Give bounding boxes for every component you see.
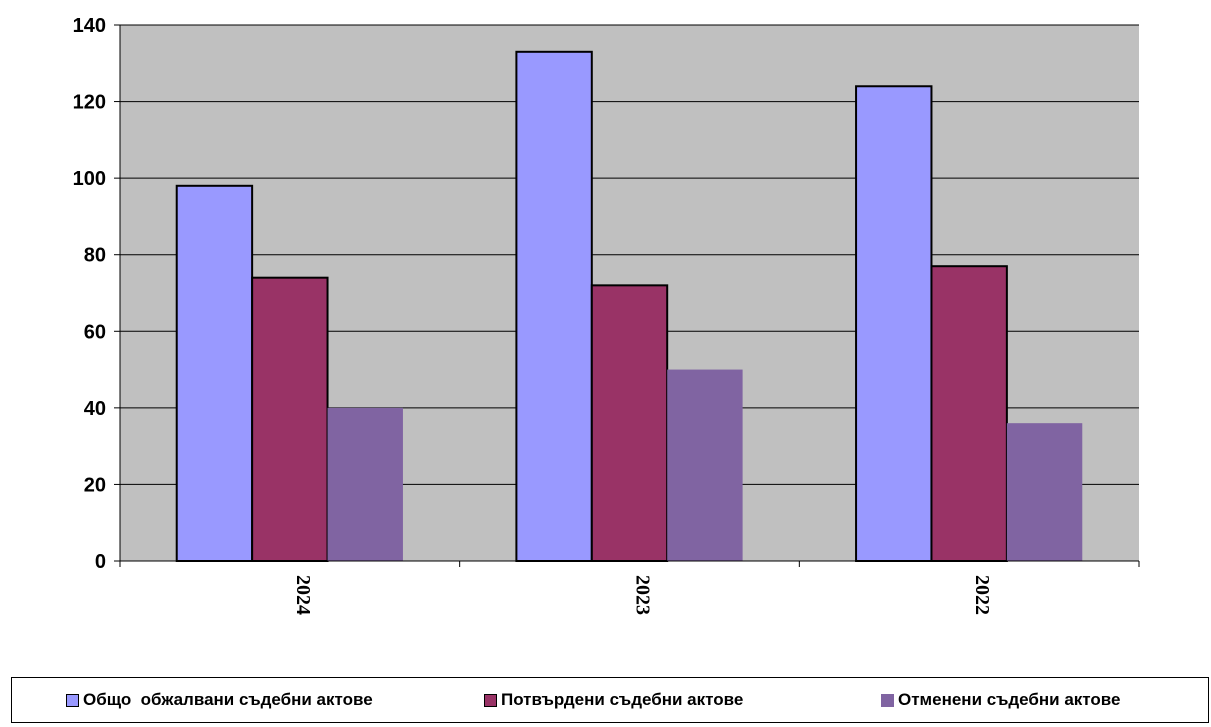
bar	[667, 369, 743, 561]
legend-label-reversed: Отменени съдебни актове	[898, 690, 1121, 709]
y-tick-label: 140	[73, 15, 106, 37]
axes	[114, 24, 1140, 567]
legend-item-total-appealed: Общо обжалвани съдебни актове	[66, 690, 373, 710]
legend-swatch-confirmed	[484, 693, 497, 707]
legend-swatch-reversed	[881, 693, 894, 707]
bar	[590, 284, 669, 562]
x-tick-label: 2022	[971, 575, 993, 615]
legend-label-confirmed: Потвърдени съдебни актове	[501, 690, 744, 709]
y-tick-label: 20	[84, 474, 106, 496]
bar-chart: 0 20 40 60 80 100 120 140 2024 2023 2022	[73, 15, 1140, 615]
y-tick-label: 120	[73, 92, 106, 114]
bar	[930, 265, 1008, 562]
bar	[1006, 423, 1083, 561]
legend-label-total-appealed: Общо обжалвани съдебни актове	[83, 690, 373, 709]
legend-swatch-total-appealed	[66, 693, 79, 707]
y-tick-label: 0	[95, 551, 106, 573]
bar	[175, 184, 254, 563]
y-tick-label: 80	[84, 245, 106, 267]
bar	[327, 407, 403, 561]
legend-item-reversed: Отменени съдебни актове	[881, 690, 1120, 710]
x-tick-label: 2023	[632, 575, 654, 615]
x-tick-labels: 2024 2023 2022	[292, 575, 993, 615]
x-tick-label: 2024	[292, 575, 314, 615]
bar	[515, 50, 593, 563]
bar	[855, 85, 933, 562]
legend: Общо обжалвани съдебни актове Потвърдени…	[11, 677, 1209, 723]
y-tick-label: 60	[84, 321, 106, 343]
legend-item-confirmed: Потвърдени съдебни актове	[484, 690, 743, 710]
y-tick-label: 100	[73, 168, 106, 190]
bars	[175, 50, 1083, 563]
y-tick-labels: 0 20 40 60 80 100 120 140	[73, 15, 106, 573]
y-tick-label: 40	[84, 398, 106, 420]
bar	[251, 276, 329, 562]
